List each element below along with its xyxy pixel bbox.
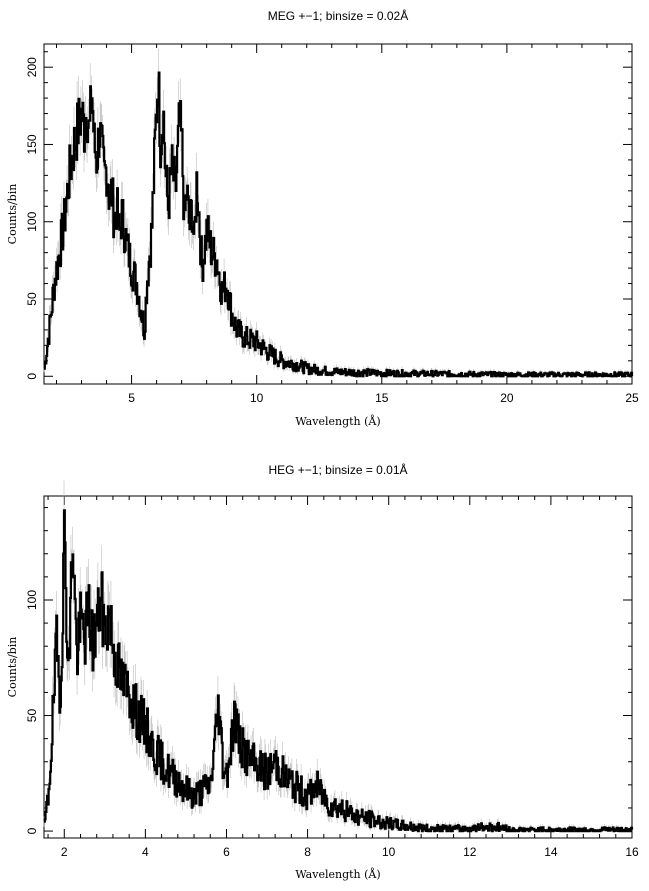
x-tick-label: 12 <box>463 845 477 859</box>
x-tick-label: 14 <box>544 845 558 859</box>
x-tick-label: 2 <box>61 845 68 859</box>
error-bars <box>43 480 633 832</box>
plot-frame <box>43 495 633 839</box>
x-tick-label: 15 <box>375 391 389 405</box>
y-tick-label: 200 <box>25 57 39 77</box>
x-axis-label: Wavelength (Å) <box>295 867 380 881</box>
y-tick-label: 50 <box>25 292 39 306</box>
x-axis-label: Wavelength (Å) <box>295 414 380 428</box>
y-tick-label: 0 <box>25 827 39 834</box>
y-axis-label: Counts/bin <box>6 184 19 245</box>
x-tick-label: 8 <box>304 845 311 859</box>
y-tick-label: 0 <box>25 373 39 380</box>
heg-panel: HEG +−1; binsize = 0.01Å 2 4 6 8 10 12 14 16 0 50 1… <box>6 462 639 881</box>
x-tick-label: 10 <box>382 845 396 859</box>
spectrum-line <box>43 509 634 833</box>
chart-title: HEG +−1; binsize = 0.01Å <box>268 462 407 477</box>
chart-title: MEG +−1; binsize = 0.02Å <box>268 8 408 23</box>
x-tick-label: 5 <box>128 391 135 405</box>
x-tick-label: 25 <box>625 391 639 405</box>
plot-frame <box>43 43 633 385</box>
x-tick-label: 20 <box>500 391 514 405</box>
y-axis-label: Counts/bin <box>6 637 19 698</box>
y-tick-label: 100 <box>25 211 39 231</box>
x-tick-label: 16 <box>625 845 639 859</box>
x-tick-label: 10 <box>250 391 264 405</box>
y-tick-label: 150 <box>25 134 39 154</box>
x-tick-label: 6 <box>223 845 230 859</box>
x-tick-label: 4 <box>142 845 149 859</box>
y-tick-label: 100 <box>25 590 39 610</box>
y-tick-label: 50 <box>25 709 39 723</box>
error-bars <box>43 48 633 377</box>
meg-panel: MEG +−1; binsize = 0.02Å 5 10 15 20 25 0 50 100 1… <box>6 8 639 428</box>
spectrum-line <box>43 71 634 378</box>
